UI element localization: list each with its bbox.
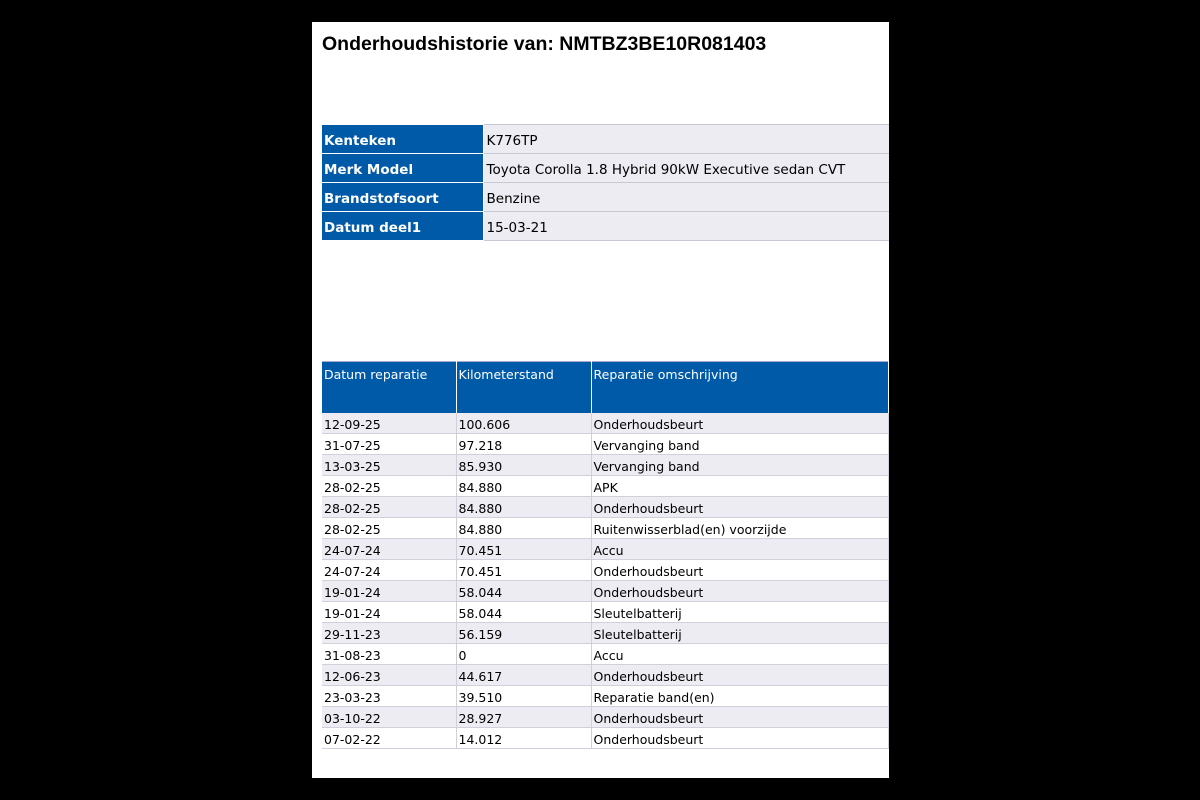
mileage: 84.880 — [456, 475, 592, 497]
table-row: 24-07-24 70.451 Onderhoudsbeurt — [322, 559, 889, 581]
info-value: 15-03-21 — [483, 211, 889, 241]
mileage: 70.451 — [456, 559, 592, 581]
mileage: 97.218 — [456, 433, 592, 455]
repair-date: 28-02-25 — [322, 475, 457, 497]
table-row: 28-02-25 84.880 APK — [322, 475, 889, 497]
info-label: Datum deel1 — [322, 211, 484, 241]
mileage: 28.927 — [456, 706, 592, 728]
mileage: 39.510 — [456, 685, 592, 707]
repair-description: Onderhoudsbeurt — [591, 664, 889, 686]
repair-description: Onderhoudsbeurt — [591, 706, 889, 728]
vehicle-info-table: Kenteken K776TP Merk Model Toyota Corolla 1… — [322, 124, 889, 241]
table-row: 29-11-23 56.159 Sleutelbatterij — [322, 622, 889, 644]
repair-date: 12-06-23 — [322, 664, 457, 686]
table-row: 28-02-25 84.880 Onderhoudsbeurt — [322, 496, 889, 518]
page-title: Onderhoudshistorie van: NMTBZ3BE10R08140… — [322, 33, 767, 55]
repair-description: Reparatie band(en) — [591, 685, 889, 707]
table-row: 13-03-25 85.930 Vervanging band — [322, 454, 889, 476]
mileage: 56.159 — [456, 622, 592, 644]
mileage: 85.930 — [456, 454, 592, 476]
info-value: K776TP — [483, 124, 889, 154]
repair-date: 07-02-22 — [322, 727, 457, 749]
info-label: Merk Model — [322, 153, 484, 183]
repair-date: 29-11-23 — [322, 622, 457, 644]
repair-date: 31-07-25 — [322, 433, 457, 455]
table-row: 03-10-22 28.927 Onderhoudsbeurt — [322, 706, 889, 728]
repair-description: APK — [591, 475, 889, 497]
mileage: 100.606 — [456, 412, 592, 434]
info-value: Benzine — [483, 182, 889, 212]
table-row: 19-01-24 58.044 Sleutelbatterij — [322, 601, 889, 623]
repair-description: Onderhoudsbeurt — [591, 496, 889, 518]
table-row: 23-03-23 39.510 Reparatie band(en) — [322, 685, 889, 707]
mileage: 84.880 — [456, 517, 592, 539]
repair-date: 12-09-25 — [322, 412, 457, 434]
info-label: Kenteken — [322, 124, 484, 154]
table-row: 31-07-25 97.218 Vervanging band — [322, 433, 889, 455]
info-row: Brandstofsoort Benzine — [322, 182, 889, 212]
mileage: 58.044 — [456, 601, 592, 623]
repair-description: Sleutelbatterij — [591, 601, 889, 623]
table-row: 24-07-24 70.451 Accu — [322, 538, 889, 560]
column-header: Datum reparatie — [322, 361, 457, 413]
document-page: Onderhoudshistorie van: NMTBZ3BE10R08140… — [312, 22, 889, 778]
repair-date: 24-07-24 — [322, 559, 457, 581]
info-row: Datum deel1 15-03-21 — [322, 211, 889, 241]
repair-date: 23-03-23 — [322, 685, 457, 707]
mileage: 44.617 — [456, 664, 592, 686]
column-header: Kilometerstand — [456, 361, 592, 413]
repair-date: 28-02-25 — [322, 517, 457, 539]
repair-description: Onderhoudsbeurt — [591, 559, 889, 581]
repair-date: 13-03-25 — [322, 454, 457, 476]
mileage: 0 — [456, 643, 592, 665]
repair-description: Onderhoudsbeurt — [591, 727, 889, 749]
table-row: 31-08-23 0 Accu — [322, 643, 889, 665]
repair-description: Onderhoudsbeurt — [591, 580, 889, 602]
repair-description: Accu — [591, 643, 889, 665]
repair-date: 19-01-24 — [322, 580, 457, 602]
info-row: Kenteken K776TP — [322, 124, 889, 154]
repair-description: Accu — [591, 538, 889, 560]
repair-date: 24-07-24 — [322, 538, 457, 560]
table-row: 12-09-25 100.606 Onderhoudsbeurt — [322, 412, 889, 434]
mileage: 70.451 — [456, 538, 592, 560]
repair-description: Ruitenwisserblad(en) voorzijde — [591, 517, 889, 539]
info-label: Brandstofsoort — [322, 182, 484, 212]
repair-date: 31-08-23 — [322, 643, 457, 665]
info-value: Toyota Corolla 1.8 Hybrid 90kW Executive… — [483, 153, 889, 183]
table-row: 12-06-23 44.617 Onderhoudsbeurt — [322, 664, 889, 686]
repair-date: 03-10-22 — [322, 706, 457, 728]
maintenance-history-table: Datum reparatie Kilometerstand Reparatie o… — [322, 361, 889, 749]
repair-date: 19-01-24 — [322, 601, 457, 623]
table-row: 28-02-25 84.880 Ruitenwisserblad(en) voorz… — [322, 517, 889, 539]
mileage: 58.044 — [456, 580, 592, 602]
table-row: 07-02-22 14.012 Onderhoudsbeurt — [322, 727, 889, 749]
repair-description: Vervanging band — [591, 433, 889, 455]
repair-description: Sleutelbatterij — [591, 622, 889, 644]
mileage: 14.012 — [456, 727, 592, 749]
info-row: Merk Model Toyota Corolla 1.8 Hybrid 90kW… — [322, 153, 889, 183]
table-row: 19-01-24 58.044 Onderhoudsbeurt — [322, 580, 889, 602]
repair-description: Vervanging band — [591, 454, 889, 476]
repair-description: Onderhoudsbeurt — [591, 412, 889, 434]
repair-date: 28-02-25 — [322, 496, 457, 518]
mileage: 84.880 — [456, 496, 592, 518]
column-header: Reparatie omschrijving — [591, 361, 889, 413]
